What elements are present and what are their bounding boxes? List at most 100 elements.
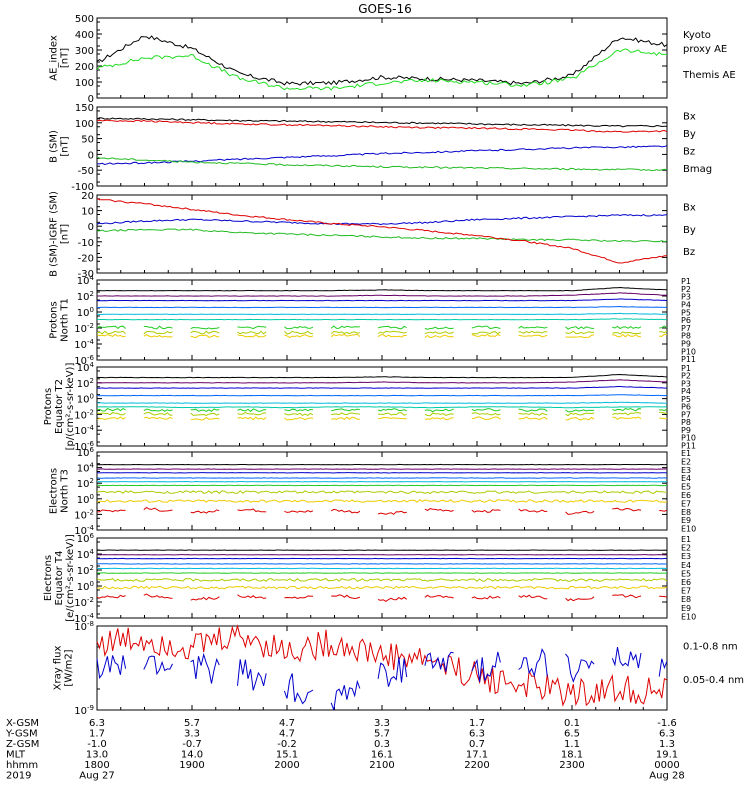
- series-line-themis-ae: [96, 35, 668, 86]
- y-axis-label-line: Xray flux: [53, 646, 64, 691]
- legend-entry: P8: [681, 418, 691, 427]
- legend-entry: E1: [681, 449, 691, 458]
- series-group: [96, 35, 668, 91]
- bottom-value: 1800: [84, 760, 109, 771]
- legend-entry: By: [683, 129, 696, 140]
- panel-frame: [96, 17, 668, 99]
- y-tick-label: 100: [75, 78, 94, 89]
- y-tick-label: 0: [88, 222, 94, 233]
- series-line-p3: [96, 386, 668, 389]
- legend-entry: P3: [681, 379, 691, 388]
- y-tick-label: 104: [77, 462, 95, 475]
- y-axis-label-line: AE_index: [49, 35, 60, 81]
- series-line-p4: [97, 305, 668, 309]
- bottom-value: 2300: [559, 760, 584, 771]
- bottom-axis-labels: X-GSMY-GSMZ-GSMMLThhmm20196.31.7-1.013.0…: [5, 718, 685, 782]
- series-line-p6: [96, 318, 667, 321]
- y-tick-label: 100: [77, 493, 94, 506]
- y-tick-label: 104: [77, 274, 95, 287]
- bottom-value: -0.2: [277, 739, 297, 750]
- y-tick-label: 104: [77, 361, 95, 374]
- legend-entry: E7: [681, 587, 691, 596]
- series-line-p8: [96, 411, 668, 417]
- y-tick-label: 0: [88, 94, 94, 105]
- bottom-value: 6.3: [469, 729, 485, 740]
- series-line-p5: [97, 401, 667, 404]
- y-tick-label: 10: [81, 207, 94, 218]
- y-tick-label: 10-4: [74, 424, 94, 437]
- y-tick-label: -10: [78, 238, 94, 249]
- legend-entry: E2: [681, 544, 691, 553]
- bottom-value: 15.1: [276, 750, 298, 761]
- y-tick-label: -30: [78, 269, 94, 280]
- bottom-value: 2000: [274, 760, 299, 771]
- bottom-value: 2100: [369, 760, 394, 771]
- legend-entry: P5: [681, 308, 691, 317]
- bottom-value: 3.3: [184, 729, 200, 740]
- y-tick-label: -20: [78, 253, 94, 264]
- bottom-value: 1.7: [89, 729, 105, 740]
- panel-frame: [96, 194, 668, 274]
- legend-entry: E2: [681, 457, 691, 466]
- legend-entry: E9: [681, 604, 691, 613]
- y-axis-label-line: Equator T2: [54, 379, 65, 434]
- bottom-value: 14.0: [181, 750, 203, 761]
- series-line-by: [96, 156, 668, 172]
- y-tick-label: 100: [77, 393, 94, 406]
- y-tick-label: 10-4: [74, 612, 94, 625]
- legend-entry: P4: [681, 300, 691, 309]
- bottom-value: 6.5: [564, 729, 580, 740]
- panel-1: 500 400 300 200 100 0 AE_index [nT] Kyoto proxy A…: [49, 14, 736, 105]
- legend-entry: By: [683, 225, 696, 236]
- series-line-0-1-0-8-nm: [96, 624, 668, 707]
- series-line-p6: [96, 406, 668, 409]
- y-tick-label: 102: [77, 564, 94, 577]
- legend-entry: P10: [681, 434, 696, 443]
- legend-entry: E4: [681, 474, 691, 483]
- legend-entry: P7: [681, 410, 691, 419]
- series-line-p2: [96, 379, 667, 384]
- series-group: [96, 624, 668, 711]
- legend-entry: Bx: [683, 203, 696, 214]
- y-tick-label: 104: [77, 548, 95, 561]
- bottom-value: 4.7: [279, 729, 295, 740]
- bottom-value: 6.3: [659, 729, 675, 740]
- bottom-value: 18.1: [561, 750, 583, 761]
- y-tick-label: 500: [75, 14, 94, 25]
- y-tick-label: 10-4: [74, 524, 94, 537]
- legend-entry: P6: [681, 316, 691, 325]
- y-tick-label: 100: [75, 119, 94, 130]
- legend-entry: E8: [681, 508, 691, 517]
- legend-entry: E3: [681, 552, 691, 561]
- bottom-value: 16.1: [371, 750, 393, 761]
- legend-entry: E6: [681, 491, 691, 500]
- series-group: [96, 373, 668, 421]
- y-axis-label: Xray flux [W/m2]: [53, 646, 75, 691]
- series-line-p9: [96, 416, 668, 421]
- y-tick-label: 10-6: [74, 440, 94, 453]
- legend-entry: E9: [681, 516, 691, 525]
- legend-entry: P9: [681, 340, 691, 349]
- series-line-bmag: [96, 117, 667, 128]
- bottom-value: 1900: [179, 760, 204, 771]
- bottom-value: -1.6: [657, 718, 677, 729]
- y-axis-label-line: [e/(cm²-s-sr-keV)]: [65, 534, 76, 622]
- bottom-value: 2200: [464, 760, 489, 771]
- bottom-value: 3.3: [374, 718, 390, 729]
- y-tick-label: 10-2: [74, 596, 94, 609]
- y-axis-label-line: [nT]: [60, 136, 71, 156]
- legend-entry: P3: [681, 293, 691, 302]
- series-line-by: [97, 228, 668, 243]
- legend-entry: P2: [681, 285, 691, 294]
- legend-entry: E7: [681, 499, 691, 508]
- bottom-value: 0000: [654, 760, 679, 771]
- y-axis-label-line: Electrons: [43, 555, 54, 601]
- legend-entry: P10: [681, 347, 696, 356]
- legend-entry: Themis AE: [682, 70, 736, 81]
- y-tick-label: 106: [77, 446, 95, 459]
- y-tick-label: 100: [77, 306, 94, 319]
